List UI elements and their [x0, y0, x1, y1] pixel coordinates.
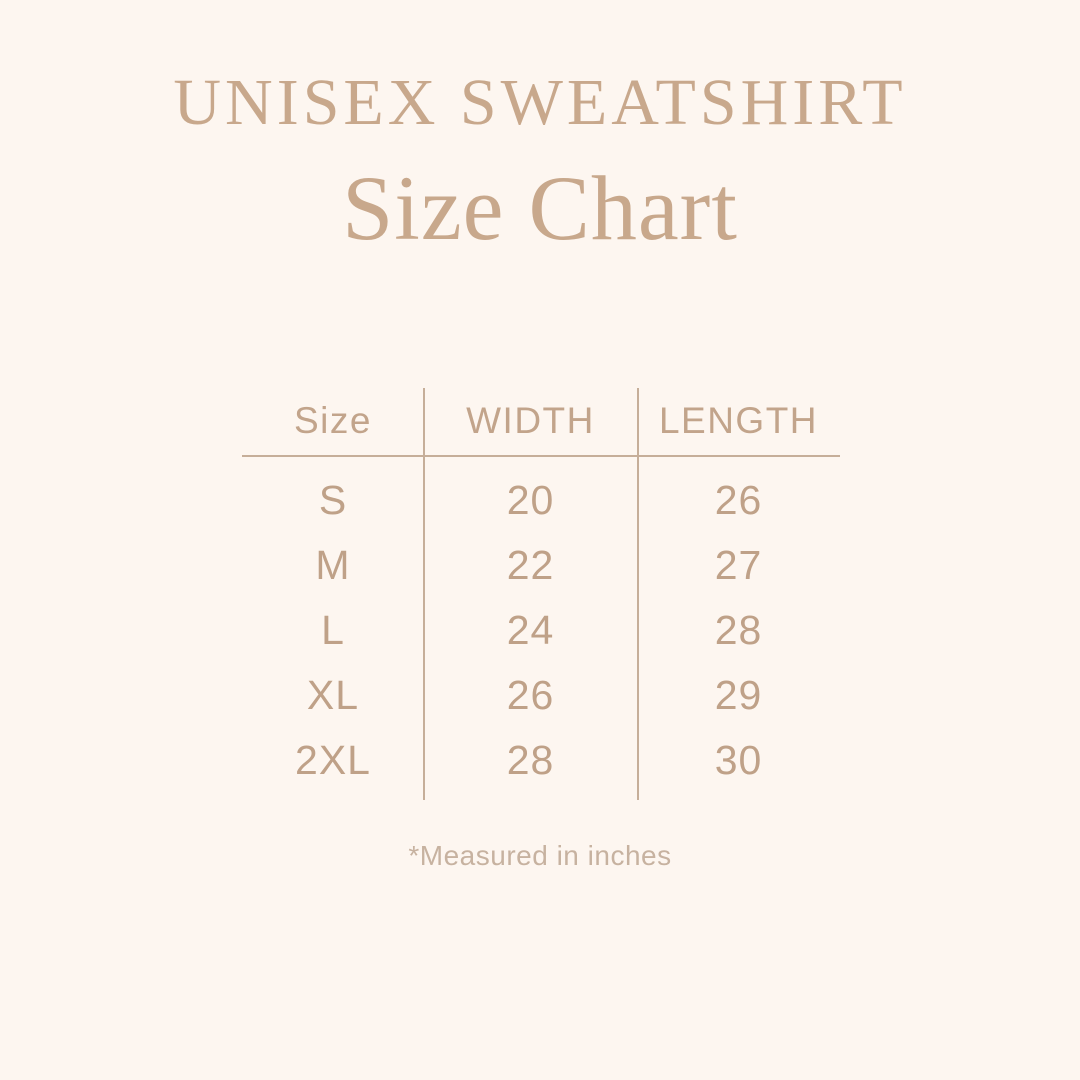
cell-width: 22: [506, 542, 555, 588]
cell-size: M: [315, 542, 351, 588]
cell-width: 26: [506, 672, 555, 718]
cell-size: L: [321, 607, 345, 653]
cell-size: 2XL: [295, 737, 371, 783]
table-row: 2XL 28 30: [242, 728, 840, 793]
page-title: UNISEX SWEATSHIRT: [173, 66, 907, 139]
size-table: Size WIDTH LENGTH S 20 26 M 22 27 L: [242, 386, 840, 793]
cell-size: XL: [306, 672, 360, 718]
table-row: S 20 26: [242, 456, 840, 533]
cell-width: 24: [506, 607, 555, 653]
column-header-length: LENGTH: [658, 400, 819, 441]
table-row: XL 26 29: [242, 663, 840, 728]
cell-length: 29: [714, 672, 763, 718]
column-header-width: WIDTH: [466, 400, 595, 441]
page-subtitle: Size Chart: [342, 157, 738, 259]
cell-length: 30: [714, 737, 763, 783]
table-header-divider: [242, 455, 840, 457]
table-header: Size WIDTH LENGTH: [242, 386, 840, 456]
cell-length: 27: [714, 542, 763, 588]
table-column-divider-2: [637, 388, 639, 800]
table-body: S 20 26 M 22 27 L 24 28 XL 26 29: [242, 456, 840, 793]
table-header-row: Size WIDTH LENGTH: [242, 386, 840, 456]
cell-length: 28: [714, 607, 763, 653]
size-table-container: Size WIDTH LENGTH S 20 26 M 22 27 L: [242, 386, 840, 802]
cell-width: 20: [506, 477, 555, 523]
column-header-size: Size: [294, 400, 372, 441]
table-column-divider-1: [423, 388, 425, 800]
table-row: M 22 27: [242, 533, 840, 598]
table-row: L 24 28: [242, 598, 840, 663]
cell-width: 28: [506, 737, 555, 783]
cell-length: 26: [714, 477, 763, 523]
heading-block: UNISEX SWEATSHIRT Size Chart: [0, 66, 1080, 259]
measurement-footnote: *Measured in inches: [408, 840, 672, 871]
cell-size: S: [318, 477, 348, 523]
